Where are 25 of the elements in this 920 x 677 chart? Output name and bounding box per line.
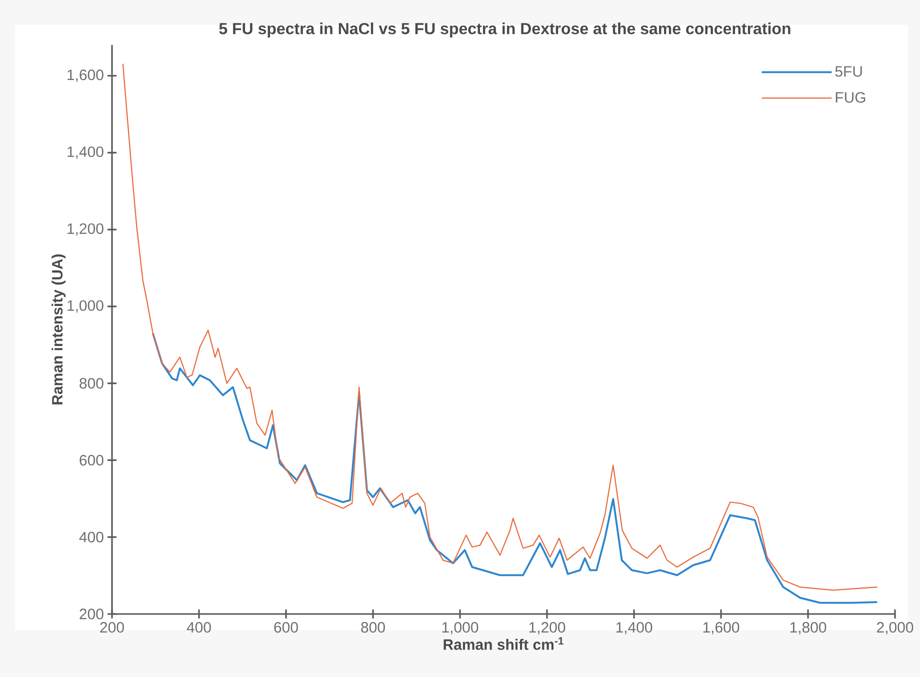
x-tick-label: 400 <box>186 622 211 633</box>
x-tick-label: 2,000 <box>876 622 914 634</box>
x-tick-label: 800 <box>361 622 385 633</box>
y-tick-label: 1,000 <box>68 300 104 313</box>
x-tick-label: 1,400 <box>616 622 652 634</box>
x-tick-label: 1,800 <box>790 622 826 634</box>
y-tick-label: 1,400 <box>68 146 104 159</box>
x-tick-label: 600 <box>274 622 298 633</box>
y-tick-label: 1,200 <box>68 223 104 236</box>
x-tick-label: 1,600 <box>703 622 740 634</box>
y-tick-label: 200 <box>80 608 104 620</box>
x-tick-label: 1,200 <box>529 622 566 634</box>
legend-label: 5FU <box>835 66 862 77</box>
y-tick-label: 400 <box>79 532 104 542</box>
y-tick-label: 800 <box>80 378 104 389</box>
line-series <box>152 332 878 604</box>
chart-title: 5 FU spectra in NaCl vs 5 FU spectra in Dextrose at the same concentration <box>219 22 790 38</box>
y-axis-title: Raman intensity (UA) <box>52 254 66 404</box>
x-axis-title: Raman shift cm$^{-1}$ <box>444 637 564 650</box>
x-tick-label: 1,000 <box>442 622 478 634</box>
y-tick-label: 600 <box>80 454 104 466</box>
y-tick-label: 1,600 <box>68 70 104 82</box>
legend-label: FUG <box>836 92 866 103</box>
line-series <box>122 63 878 591</box>
x-tick-label: 200 <box>100 622 124 633</box>
